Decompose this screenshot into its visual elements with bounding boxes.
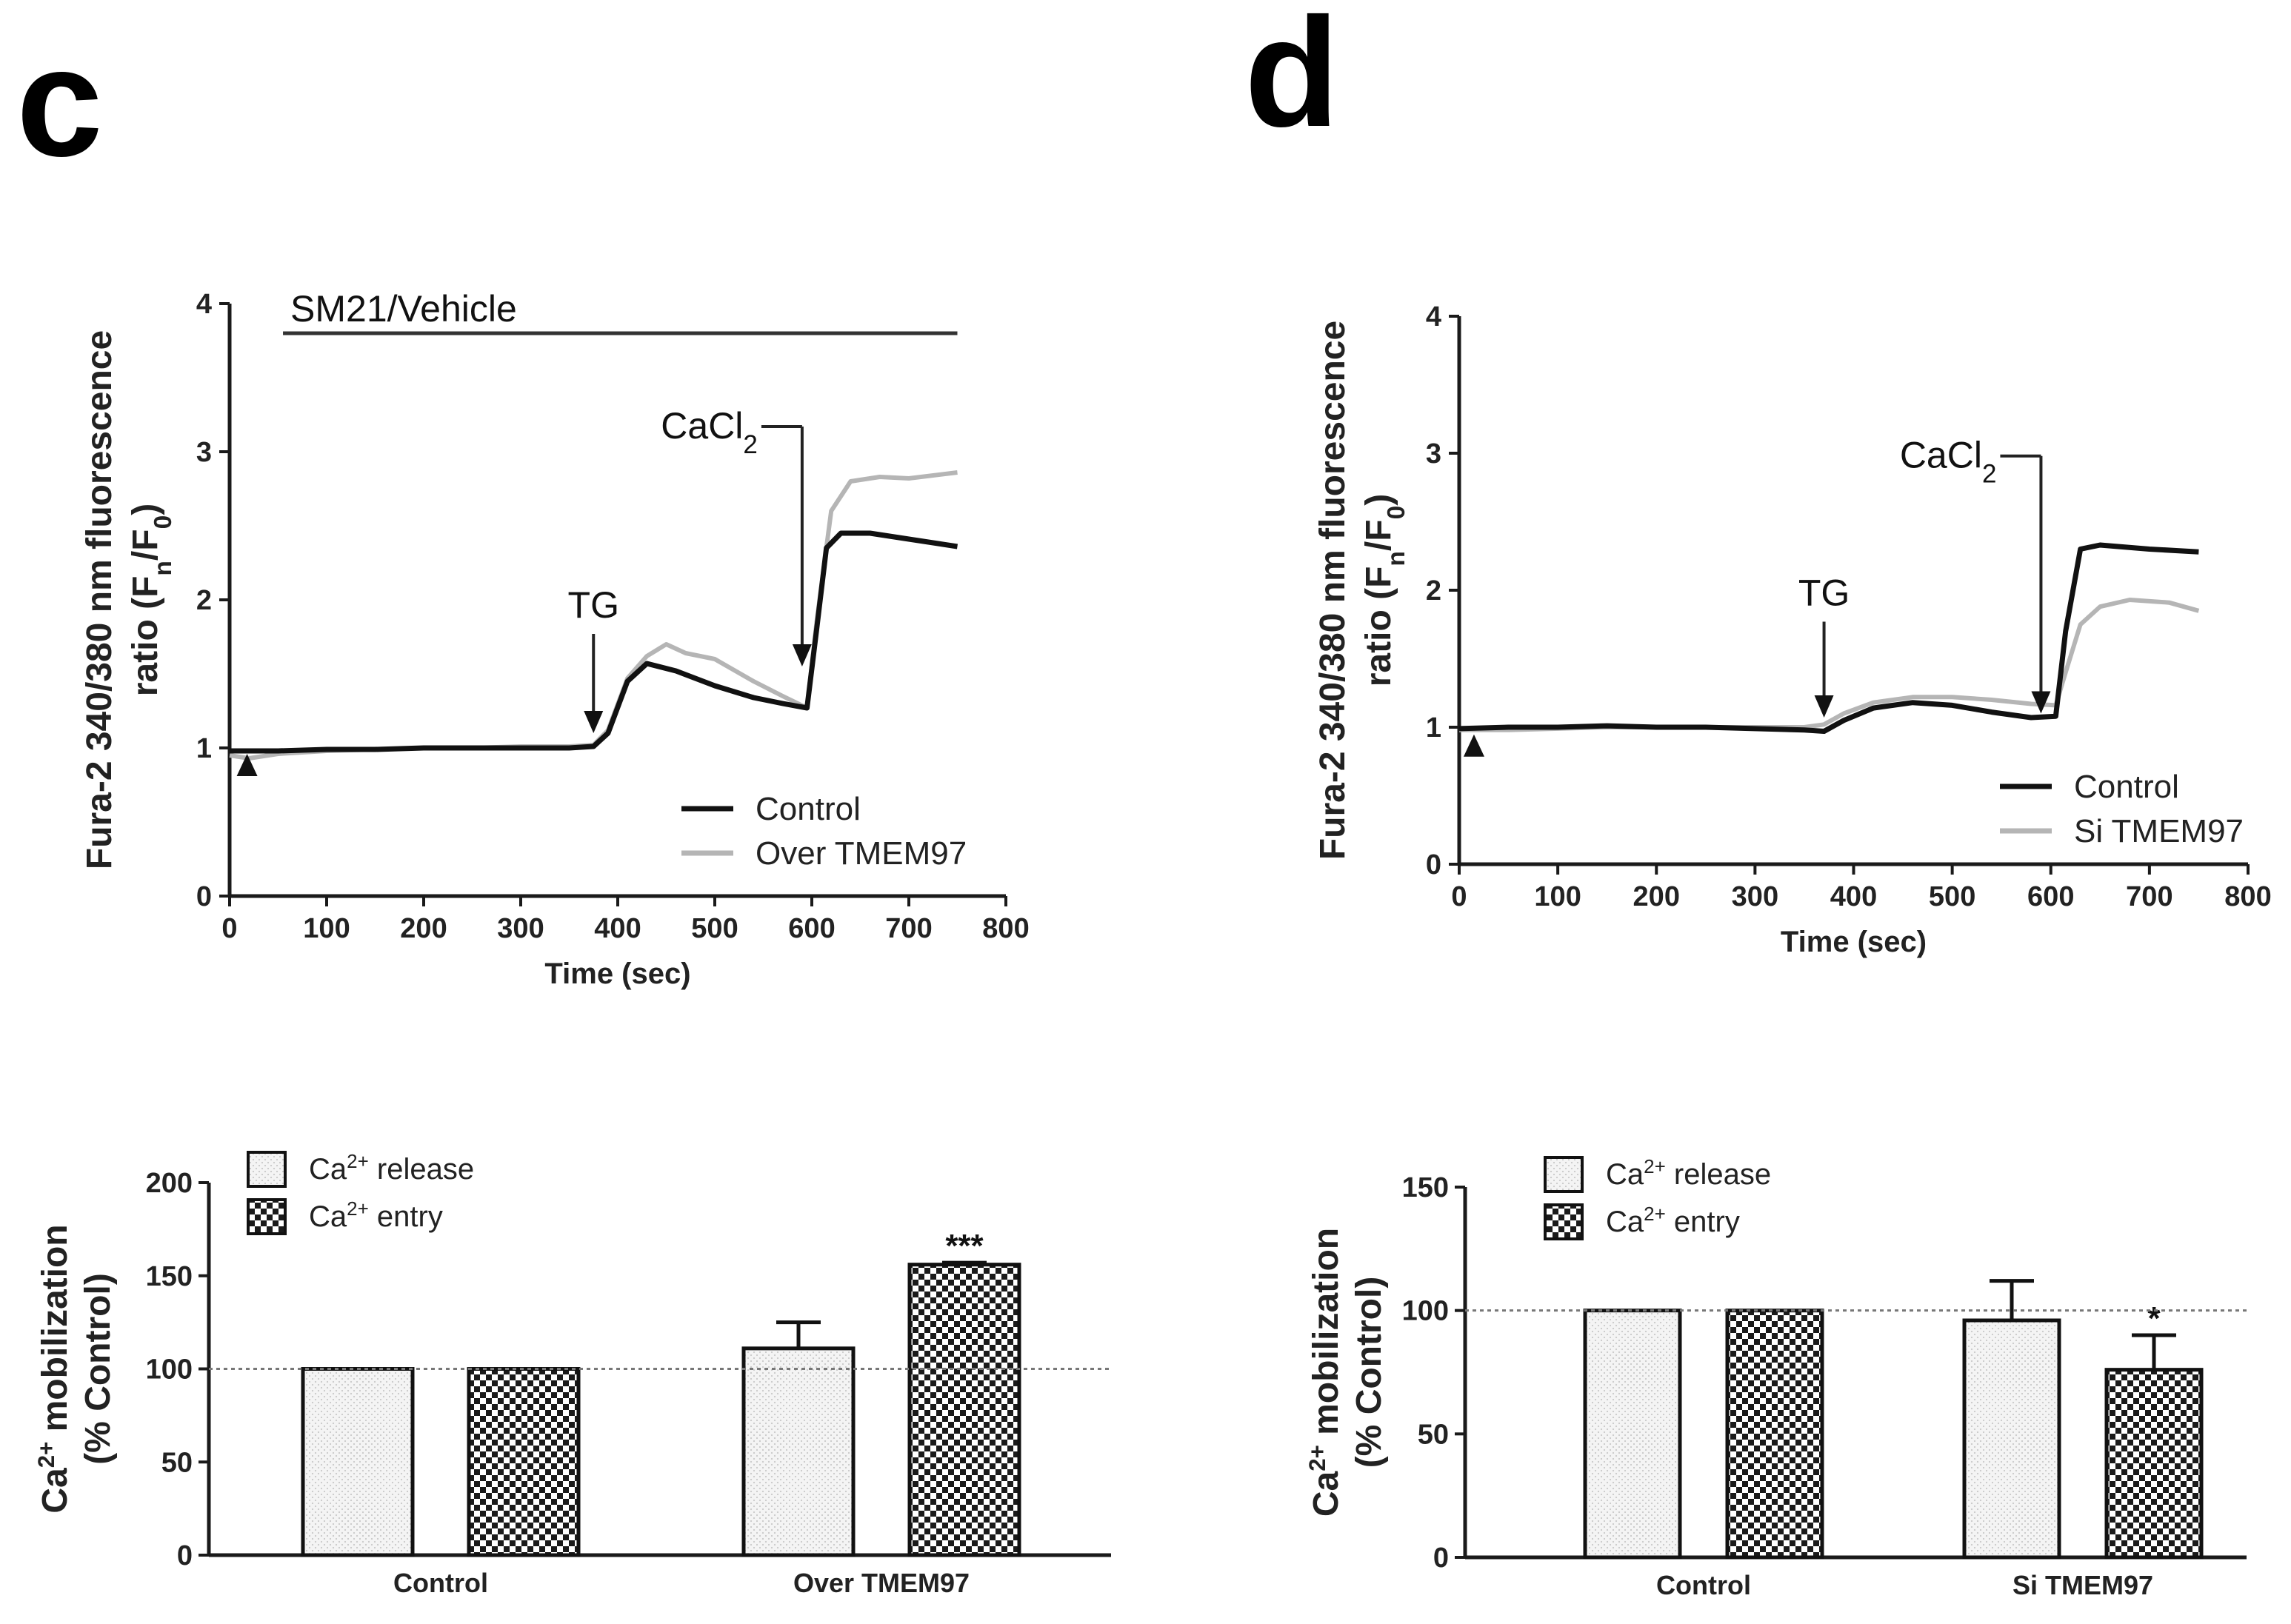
y-axis-label-line1: Fura-2 340/380 nm fluorescence — [80, 330, 119, 869]
tg-arrow-head — [1814, 695, 1834, 718]
bar — [467, 1367, 581, 1557]
y-tick-label: 1 — [1426, 712, 1441, 744]
legend-swatch — [1544, 1203, 1584, 1240]
y-tick-label: 0 — [177, 1540, 193, 1571]
bar — [1725, 1309, 1824, 1560]
bar — [1962, 1318, 2061, 1560]
y-tick-label: 1 — [196, 733, 212, 764]
y-axis-label: Fura-2 340/380 nm fluorescence ratio (Fn/… — [80, 330, 177, 869]
y-tick-label: 3 — [1426, 438, 1441, 470]
y-axis-label-line1: Ca2+ mobilization — [1304, 1228, 1347, 1517]
category-label: Control — [393, 1568, 488, 1598]
cacl2-arrow-head — [792, 644, 812, 666]
chart-d-trace: 0 1 2 3 4 0 100 200 300 400 500 600 700 800 Time (sec)… — [1313, 301, 2272, 958]
y-tick-label: 3 — [196, 437, 212, 468]
y-axis-label-line1: Ca2+ mobilization — [33, 1224, 76, 1513]
x-tick-label: 600 — [2027, 881, 2074, 912]
panel-letter-d: d — [1244, 0, 1339, 159]
legend-swatch — [247, 1151, 287, 1188]
category-label: Over TMEM97 — [793, 1568, 970, 1598]
y-axis-label-line2: ratio (Fn/F0) — [126, 504, 177, 697]
x-tick-label: 500 — [691, 913, 738, 944]
x-tick-label: 300 — [1732, 881, 1778, 912]
x-tick-label: 200 — [1633, 881, 1680, 912]
x-tick-label: 0 — [221, 913, 237, 944]
bar — [741, 1346, 856, 1557]
bar — [1583, 1309, 1682, 1560]
y-tick-label: 0 — [1426, 849, 1441, 880]
chart-d-bars: 0 50 100 150 Ca2+ mobilization (% Control) Con… — [1304, 1155, 2247, 1600]
y-axis-label: Ca2+ mobilization (% Control) — [1304, 1228, 1390, 1517]
y-tick-label: 4 — [196, 289, 212, 320]
start-marker — [1463, 734, 1484, 757]
y-tick-label: 2 — [196, 585, 212, 616]
legend-swatch — [1544, 1156, 1584, 1193]
treatment-bar-label: SM21/Vehicle — [290, 288, 517, 330]
x-tick-label: 700 — [885, 913, 932, 944]
y-tick-label: 50 — [1418, 1419, 1449, 1450]
category-label: Si TMEM97 — [2012, 1570, 2153, 1600]
legend-label: Ca2+ entry — [1606, 1203, 1740, 1238]
x-tick-label: 400 — [1830, 881, 1877, 912]
legend-label: Si TMEM97 — [2074, 813, 2244, 849]
y-tick-label: 0 — [1433, 1543, 1449, 1574]
y-axis-label-line2: (% Control) — [79, 1273, 118, 1465]
legend-label: Ca2+ release — [309, 1150, 474, 1186]
y-axis-label-line1: Fura-2 340/380 nm fluorescence — [1313, 321, 1353, 860]
chart-c-bars: 0 50 100 150 200 Ca2+ mobilization (% Control)… — [33, 1150, 1111, 1598]
bar — [2104, 1368, 2204, 1560]
x-tick-label: 400 — [594, 913, 641, 944]
y-axis-label: Fura-2 340/380 nm fluorescence ratio (Fn/… — [1313, 321, 1410, 860]
significance-marker: *** — [945, 1228, 984, 1264]
series-line-control — [230, 530, 958, 754]
y-axis-label: Ca2+ mobilization (% Control) — [33, 1224, 119, 1513]
panel-letter-c: c — [16, 15, 103, 189]
series-line-si-tmem97 — [1459, 598, 2200, 732]
tg-arrow-head — [584, 711, 604, 733]
bar — [301, 1367, 415, 1557]
x-axis-label: Time (sec) — [1781, 926, 1927, 958]
x-tick-label: 100 — [303, 913, 350, 944]
y-axis-label-line2: (% Control) — [1350, 1277, 1389, 1468]
legend-label: Over TMEM97 — [756, 835, 967, 872]
y-tick-label: 150 — [146, 1261, 193, 1292]
y-tick-label: 4 — [1426, 301, 1441, 333]
start-marker — [236, 754, 258, 776]
y-tick-label: 50 — [161, 1447, 193, 1478]
legend-label: Control — [756, 791, 861, 827]
x-tick-label: 500 — [1929, 881, 1975, 912]
category-label: Control — [1656, 1570, 1751, 1600]
y-tick-label: 150 — [1402, 1172, 1449, 1203]
cacl2-label: CaCl2 — [1900, 435, 1997, 489]
legend-label: Ca2+ release — [1606, 1155, 1771, 1191]
legend-label: Ca2+ entry — [309, 1197, 443, 1233]
y-tick-label: 200 — [146, 1168, 193, 1199]
y-tick-label: 100 — [146, 1354, 193, 1386]
x-tick-label: 200 — [400, 913, 447, 944]
y-tick-label: 100 — [1402, 1296, 1449, 1327]
significance-marker: * — [2147, 1300, 2161, 1337]
x-tick-label: 800 — [982, 913, 1029, 944]
y-tick-label: 2 — [1426, 575, 1441, 607]
legend-swatch — [247, 1198, 287, 1235]
y-tick-label: 0 — [196, 881, 212, 912]
x-tick-label: 800 — [2224, 881, 2271, 912]
tg-label: TG — [568, 584, 619, 626]
series-line-control — [1458, 542, 2199, 734]
chart-c-trace: 0 1 2 3 4 0 100 200 300 400 500 600 700 800 Time (sec)… — [80, 288, 1030, 990]
x-tick-label: 300 — [497, 913, 544, 944]
cacl2-label: CaCl2 — [661, 405, 758, 459]
x-tick-label: 600 — [788, 913, 835, 944]
tg-label: TG — [1798, 572, 1850, 614]
bar — [907, 1263, 1021, 1557]
x-axis-label: Time (sec) — [544, 958, 690, 990]
legend-label: Control — [2074, 769, 2179, 805]
cacl2-arrow-head — [2031, 691, 2051, 714]
y-axis-label-line2: ratio (Fn/F0) — [1359, 494, 1410, 687]
x-tick-label: 700 — [2126, 881, 2172, 912]
x-tick-label: 100 — [1534, 881, 1581, 912]
x-tick-label: 0 — [1451, 881, 1467, 912]
